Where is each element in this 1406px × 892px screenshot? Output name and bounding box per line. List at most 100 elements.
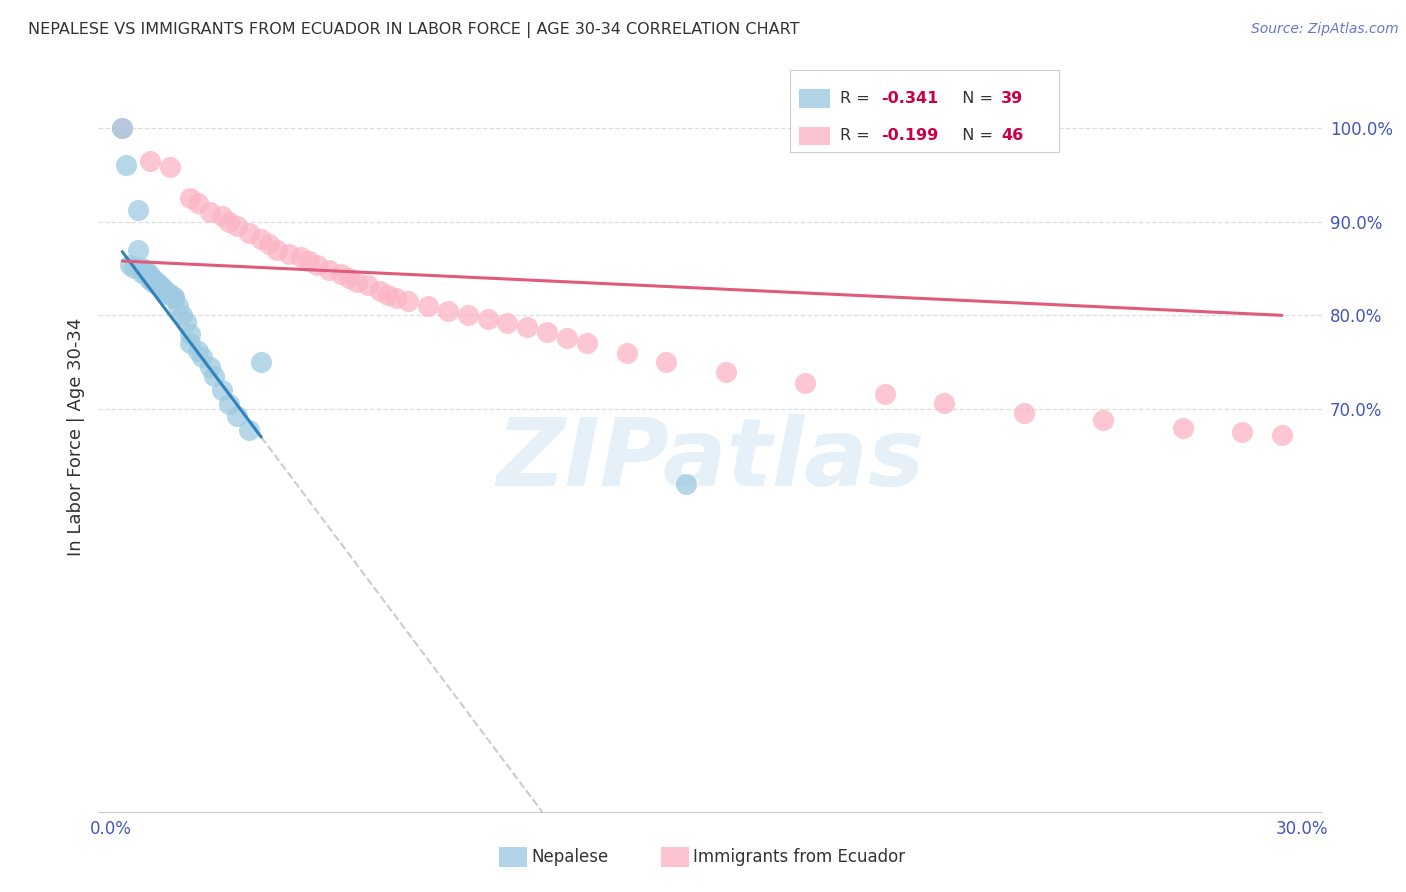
- Point: [198, 359, 221, 374]
- FancyBboxPatch shape: [790, 70, 1059, 153]
- Point: [150, 280, 173, 294]
- Point: [437, 303, 460, 318]
- Point: [385, 292, 408, 306]
- Point: [127, 243, 149, 257]
- Point: [179, 326, 201, 341]
- Text: Source: ZipAtlas.com: Source: ZipAtlas.com: [1251, 22, 1399, 37]
- Text: NEPALESE VS IMMIGRANTS FROM ECUADOR IN LABOR FORCE | AGE 30-34 CORRELATION CHART: NEPALESE VS IMMIGRANTS FROM ECUADOR IN L…: [28, 22, 800, 38]
- Point: [146, 278, 169, 293]
- Point: [218, 397, 240, 411]
- Point: [226, 409, 249, 424]
- Point: [357, 278, 380, 293]
- Point: [190, 351, 212, 365]
- Point: [575, 336, 598, 351]
- Point: [290, 250, 312, 264]
- Point: [278, 246, 301, 260]
- Point: [131, 261, 153, 276]
- Text: 46: 46: [1001, 128, 1024, 144]
- Point: [143, 276, 166, 290]
- Point: [477, 312, 499, 326]
- Point: [111, 121, 134, 136]
- Point: [377, 287, 399, 301]
- Point: [337, 271, 360, 285]
- Point: [1092, 413, 1115, 427]
- Point: [198, 205, 221, 219]
- Point: [218, 215, 240, 229]
- Point: [166, 299, 188, 313]
- Point: [1171, 420, 1194, 434]
- Point: [226, 219, 249, 234]
- Point: [250, 355, 273, 369]
- Point: [1232, 425, 1254, 440]
- Y-axis label: In Labor Force | Age 30-34: In Labor Force | Age 30-34: [66, 318, 84, 557]
- Point: [496, 316, 519, 330]
- Point: [155, 284, 177, 298]
- Point: [120, 258, 142, 272]
- Text: 39: 39: [1001, 91, 1024, 106]
- Point: [1012, 406, 1035, 420]
- Point: [370, 284, 392, 298]
- Point: [318, 263, 340, 277]
- Point: [873, 387, 896, 401]
- Point: [238, 423, 260, 437]
- Point: [655, 355, 678, 369]
- Point: [536, 325, 558, 339]
- Point: [135, 263, 157, 277]
- Point: [163, 292, 186, 306]
- Point: [516, 320, 538, 334]
- Text: N =: N =: [952, 128, 998, 144]
- Point: [159, 286, 181, 301]
- Text: N =: N =: [952, 91, 998, 106]
- Point: [238, 226, 260, 240]
- Point: [416, 299, 439, 313]
- Point: [139, 273, 162, 287]
- Point: [555, 331, 578, 345]
- Point: [146, 276, 169, 290]
- Point: [187, 343, 209, 358]
- Point: [257, 237, 280, 252]
- Point: [305, 258, 328, 272]
- Point: [115, 159, 138, 173]
- Point: [211, 384, 233, 398]
- Text: -0.199: -0.199: [882, 128, 939, 144]
- Point: [298, 254, 321, 268]
- Point: [329, 267, 352, 281]
- Point: [202, 369, 225, 384]
- Point: [396, 294, 419, 309]
- Point: [187, 196, 209, 211]
- Point: [150, 282, 173, 296]
- Point: [111, 121, 134, 136]
- Text: Immigrants from Ecuador: Immigrants from Ecuador: [693, 848, 905, 866]
- Point: [131, 266, 153, 280]
- Point: [714, 365, 737, 379]
- Text: Nepalese: Nepalese: [531, 848, 609, 866]
- Point: [250, 231, 273, 245]
- Text: R =: R =: [839, 128, 875, 144]
- Point: [135, 268, 157, 282]
- Point: [675, 477, 697, 491]
- Point: [211, 209, 233, 223]
- Point: [143, 273, 166, 287]
- Point: [155, 286, 177, 301]
- Point: [122, 261, 145, 276]
- Point: [794, 376, 817, 390]
- Point: [457, 309, 479, 323]
- Point: [179, 336, 201, 351]
- Text: ZIPatlas: ZIPatlas: [496, 414, 924, 506]
- Point: [266, 243, 288, 257]
- Point: [174, 315, 197, 329]
- Point: [139, 271, 162, 285]
- Point: [170, 309, 193, 323]
- Point: [139, 153, 162, 168]
- Bar: [800, 127, 830, 145]
- Point: [616, 346, 638, 360]
- Point: [127, 203, 149, 218]
- Point: [163, 290, 186, 304]
- Point: [346, 275, 368, 289]
- Text: -0.341: -0.341: [882, 91, 939, 106]
- Point: [139, 268, 162, 282]
- Point: [1271, 428, 1294, 442]
- Point: [159, 161, 181, 175]
- Point: [179, 191, 201, 205]
- Bar: [800, 89, 830, 108]
